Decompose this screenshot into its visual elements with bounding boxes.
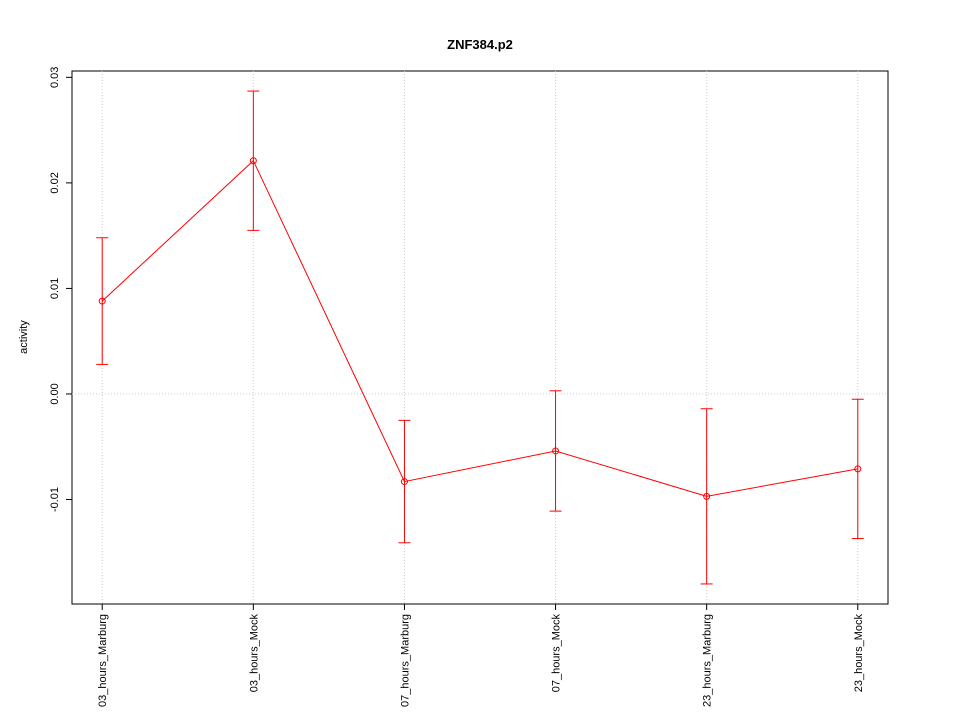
point xyxy=(703,492,711,500)
x-tick-label: 03_hours_Marburg xyxy=(97,614,109,707)
x-tick-label: 07_hours_Mock xyxy=(551,614,563,693)
y-tick-label: 0.02 xyxy=(49,172,61,193)
y-tick-label: 0.03 xyxy=(49,67,61,88)
y-tick-label: 0.00 xyxy=(49,383,61,404)
series-line xyxy=(101,159,858,497)
point xyxy=(552,447,560,455)
x-tick-label: 07_hours_Marburg xyxy=(399,614,411,707)
chart-title: ZNF384.p2 xyxy=(447,37,513,52)
y-tick-label: 0.01 xyxy=(49,278,61,299)
point xyxy=(854,465,862,473)
y-axis-label: activity xyxy=(18,320,30,354)
point xyxy=(98,297,106,305)
x-tick-label: 03_hours_Mock xyxy=(248,614,260,693)
point xyxy=(249,157,257,165)
point xyxy=(400,478,408,486)
y-tick-label: -0.01 xyxy=(49,487,61,512)
x-tick-label: 23_hours_Marburg xyxy=(702,614,714,707)
plot-frame xyxy=(71,70,889,605)
x-tick-label: 23_hours_Mock xyxy=(853,614,865,693)
